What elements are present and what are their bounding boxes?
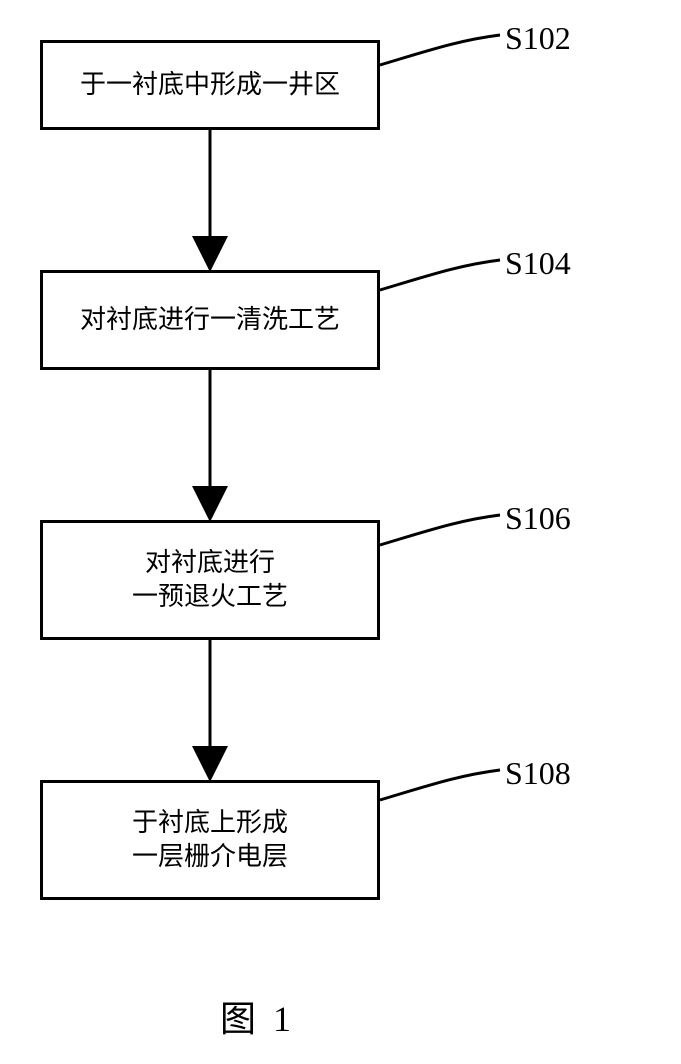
figure-caption: 图 1: [220, 990, 295, 1042]
label-s104: S104: [505, 245, 571, 282]
label-s102: S102: [505, 20, 571, 57]
arrow-1-2: [0, 0, 681, 1064]
label-s108: S108: [505, 755, 571, 792]
label-s106: S106: [505, 500, 571, 537]
